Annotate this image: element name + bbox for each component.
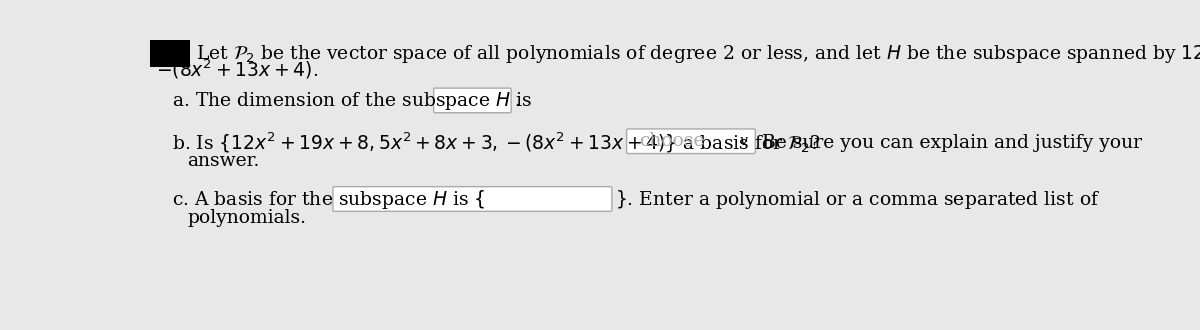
Text: polynomials.: polynomials. <box>187 209 306 227</box>
Text: Be sure you can explain and justify your: Be sure you can explain and justify your <box>762 134 1142 152</box>
Text: v: v <box>739 134 748 148</box>
FancyBboxPatch shape <box>626 129 755 153</box>
Text: $-(8x^2 + 13x + 4)$.: $-(8x^2 + 13x + 4)$. <box>156 58 318 82</box>
Text: Let $\mathcal{P}_2$ be the vector space of all polynomials of degree 2 or less, : Let $\mathcal{P}_2$ be the vector space … <box>197 41 1200 66</box>
Text: c. A basis for the subspace $H$ is $\{$: c. A basis for the subspace $H$ is $\{$ <box>172 188 485 211</box>
Text: $\}$. Enter a polynomial or a comma separated list of: $\}$. Enter a polynomial or a comma sepa… <box>616 188 1100 211</box>
Text: answer.: answer. <box>187 152 259 170</box>
FancyBboxPatch shape <box>150 40 191 67</box>
FancyBboxPatch shape <box>332 187 612 211</box>
Text: b. Is $\{12x^2 + 19x + 8, 5x^2 + 8x + 3, -(8x^2 + 13x + 4)\}$ a basis for $\math: b. Is $\{12x^2 + 19x + 8, 5x^2 + 8x + 3,… <box>172 131 820 155</box>
Text: choose: choose <box>640 132 704 150</box>
Text: a. The dimension of the subspace $H$ is: a. The dimension of the subspace $H$ is <box>172 90 532 112</box>
Text: .: . <box>515 92 520 110</box>
FancyBboxPatch shape <box>433 88 511 113</box>
